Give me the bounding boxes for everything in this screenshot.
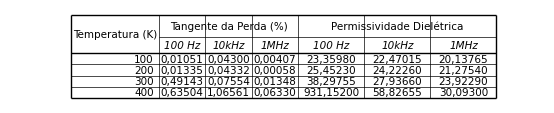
Text: 100 Hz: 100 Hz	[313, 41, 350, 51]
Text: Permissividade Dielétrica: Permissividade Dielétrica	[331, 22, 464, 32]
Text: 20,13765: 20,13765	[439, 54, 488, 64]
Text: 0,04332: 0,04332	[207, 65, 250, 75]
Text: 0,63504: 0,63504	[161, 87, 204, 97]
Text: 100: 100	[134, 54, 154, 64]
Text: 1MHz: 1MHz	[449, 41, 478, 51]
Text: 0,06330: 0,06330	[254, 87, 296, 97]
Text: 10kHz: 10kHz	[381, 41, 414, 51]
Text: 58,82655: 58,82655	[373, 87, 422, 97]
Text: 23,92290: 23,92290	[439, 76, 488, 86]
Text: 21,27540: 21,27540	[439, 65, 488, 75]
Text: 200: 200	[134, 65, 154, 75]
Text: 27,93660: 27,93660	[373, 76, 422, 86]
Text: 23,35980: 23,35980	[306, 54, 356, 64]
Text: 0,04300: 0,04300	[207, 54, 250, 64]
Text: 38,29755: 38,29755	[306, 76, 356, 86]
Text: 0,07554: 0,07554	[207, 76, 250, 86]
Text: 0,01335: 0,01335	[161, 65, 204, 75]
Text: 100 Hz: 100 Hz	[164, 41, 201, 51]
Text: 24,22260: 24,22260	[373, 65, 422, 75]
Text: Temperatura (K): Temperatura (K)	[73, 30, 157, 40]
Text: 931,15200: 931,15200	[304, 87, 360, 97]
Text: 1,06561: 1,06561	[207, 87, 250, 97]
Text: 30,09300: 30,09300	[439, 87, 488, 97]
Text: 0,01051: 0,01051	[161, 54, 203, 64]
Text: 10kHz: 10kHz	[212, 41, 245, 51]
Text: 0,49143: 0,49143	[161, 76, 204, 86]
Text: 300: 300	[134, 76, 154, 86]
Text: 400: 400	[134, 87, 154, 97]
Text: 25,45230: 25,45230	[306, 65, 356, 75]
Text: 0,00058: 0,00058	[254, 65, 296, 75]
Text: 1MHz: 1MHz	[261, 41, 290, 51]
Text: Tangente da Perda (%): Tangente da Perda (%)	[170, 22, 288, 32]
Text: 0,01348: 0,01348	[254, 76, 296, 86]
Text: 0,00407: 0,00407	[254, 54, 296, 64]
Text: 22,47015: 22,47015	[373, 54, 422, 64]
